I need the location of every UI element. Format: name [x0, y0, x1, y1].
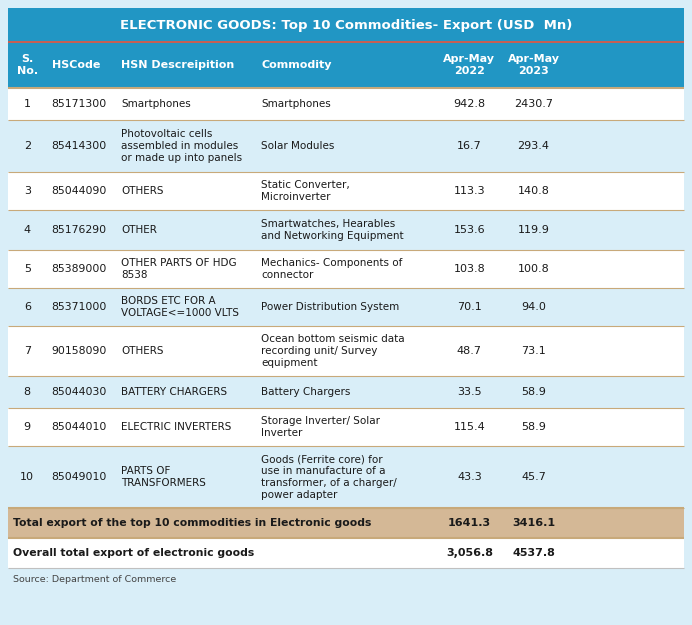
- Text: 113.3: 113.3: [453, 186, 485, 196]
- Text: OTHER: OTHER: [121, 225, 157, 235]
- Text: 85049010: 85049010: [51, 472, 107, 482]
- Text: 85171300: 85171300: [51, 99, 107, 109]
- Text: 48.7: 48.7: [457, 346, 482, 356]
- Text: OTHERS: OTHERS: [121, 346, 164, 356]
- Text: 10: 10: [20, 472, 35, 482]
- Text: 6: 6: [24, 302, 30, 312]
- Text: Battery Chargers: Battery Chargers: [261, 387, 350, 397]
- Text: Commodity: Commodity: [261, 60, 331, 70]
- Text: 45.7: 45.7: [521, 472, 546, 482]
- Text: 85044010: 85044010: [51, 422, 107, 432]
- Text: 85044030: 85044030: [51, 387, 107, 397]
- Text: PARTS OF
TRANSFORMERS: PARTS OF TRANSFORMERS: [121, 466, 206, 488]
- Text: OTHERS: OTHERS: [121, 186, 164, 196]
- Text: 119.9: 119.9: [518, 225, 549, 235]
- Text: ELECTRONIC GOODS: Top 10 Commodities- Export (USD  Mn): ELECTRONIC GOODS: Top 10 Commodities- Ex…: [120, 19, 572, 31]
- Bar: [8, 376, 684, 408]
- Text: 73.1: 73.1: [521, 346, 546, 356]
- Bar: [8, 288, 684, 326]
- Text: HSN Descreipition: HSN Descreipition: [121, 60, 235, 70]
- Text: 5: 5: [24, 264, 30, 274]
- Text: 4: 4: [24, 225, 31, 235]
- Text: 103.8: 103.8: [453, 264, 485, 274]
- Text: 9: 9: [24, 422, 31, 432]
- Bar: [8, 408, 684, 446]
- Text: 58.9: 58.9: [521, 422, 546, 432]
- Text: Smartphones: Smartphones: [261, 99, 331, 109]
- Text: 293.4: 293.4: [518, 141, 549, 151]
- Text: 2430.7: 2430.7: [514, 99, 553, 109]
- Text: 3416.1: 3416.1: [512, 518, 555, 528]
- Text: 94.0: 94.0: [521, 302, 546, 312]
- Text: 33.5: 33.5: [457, 387, 482, 397]
- Text: 85044090: 85044090: [51, 186, 107, 196]
- Text: OTHER PARTS OF HDG
8538: OTHER PARTS OF HDG 8538: [121, 258, 237, 280]
- Text: Storage Inverter/ Solar
Inverter: Storage Inverter/ Solar Inverter: [261, 416, 380, 438]
- Text: Power Distribution System: Power Distribution System: [261, 302, 399, 312]
- Bar: [8, 8, 684, 568]
- Bar: [8, 250, 684, 288]
- Text: Ocean bottom seismic data
recording unit/ Survey
equipment: Ocean bottom seismic data recording unit…: [261, 334, 405, 368]
- Text: 1641.3: 1641.3: [448, 518, 491, 528]
- Bar: [8, 120, 684, 172]
- Text: 115.4: 115.4: [453, 422, 485, 432]
- Text: 2: 2: [24, 141, 31, 151]
- Text: 4537.8: 4537.8: [512, 548, 555, 558]
- Text: Overall total export of electronic goods: Overall total export of electronic goods: [13, 548, 254, 558]
- Text: Static Converter,
Microinverter: Static Converter, Microinverter: [261, 180, 350, 202]
- Text: Solar Modules: Solar Modules: [261, 141, 334, 151]
- Text: Smartwatches, Hearables
and Networking Equipment: Smartwatches, Hearables and Networking E…: [261, 219, 403, 241]
- Bar: [8, 8, 684, 42]
- Text: 58.9: 58.9: [521, 387, 546, 397]
- Text: Apr-May
2023: Apr-May 2023: [508, 54, 560, 76]
- Bar: [8, 172, 684, 210]
- Text: Smartphones: Smartphones: [121, 99, 191, 109]
- Text: 85389000: 85389000: [51, 264, 107, 274]
- Text: 3,056.8: 3,056.8: [446, 548, 493, 558]
- Text: BATTERY CHARGERS: BATTERY CHARGERS: [121, 387, 227, 397]
- Text: Total export of the top 10 commodities in Electronic goods: Total export of the top 10 commodities i…: [13, 518, 372, 528]
- Text: 7: 7: [24, 346, 31, 356]
- Text: HSCode: HSCode: [51, 60, 100, 70]
- Text: 85371000: 85371000: [51, 302, 107, 312]
- Text: Goods (Ferrite core) for
use in manufacture of a
transformer, of a charger/
powe: Goods (Ferrite core) for use in manufact…: [261, 454, 397, 500]
- Text: 8: 8: [24, 387, 31, 397]
- Text: 85414300: 85414300: [51, 141, 107, 151]
- Bar: [8, 210, 684, 250]
- Text: Apr-May
2022: Apr-May 2022: [444, 54, 495, 76]
- Text: 153.6: 153.6: [453, 225, 485, 235]
- Text: 3: 3: [24, 186, 30, 196]
- Bar: [8, 446, 684, 508]
- Bar: [8, 326, 684, 376]
- Text: 70.1: 70.1: [457, 302, 482, 312]
- Text: Photovoltaic cells
assembled in modules
or made up into panels: Photovoltaic cells assembled in modules …: [121, 129, 242, 163]
- Text: ELECTRIC INVERTERS: ELECTRIC INVERTERS: [121, 422, 232, 432]
- Bar: [8, 538, 684, 568]
- Text: 85176290: 85176290: [51, 225, 107, 235]
- Text: 43.3: 43.3: [457, 472, 482, 482]
- Text: 16.7: 16.7: [457, 141, 482, 151]
- Text: BORDS ETC FOR A
VOLTAGE<=1000 VLTS: BORDS ETC FOR A VOLTAGE<=1000 VLTS: [121, 296, 239, 318]
- Text: Source: Department of Commerce: Source: Department of Commerce: [13, 574, 176, 584]
- Text: 942.8: 942.8: [453, 99, 485, 109]
- Bar: [8, 42, 684, 88]
- Bar: [8, 508, 684, 538]
- Text: 140.8: 140.8: [518, 186, 549, 196]
- Text: S.
No.: S. No.: [17, 54, 38, 76]
- Text: Mechanics- Components of
connector: Mechanics- Components of connector: [261, 258, 403, 280]
- Bar: [8, 88, 684, 120]
- Text: 1: 1: [24, 99, 30, 109]
- Text: 90158090: 90158090: [51, 346, 107, 356]
- Text: 100.8: 100.8: [518, 264, 549, 274]
